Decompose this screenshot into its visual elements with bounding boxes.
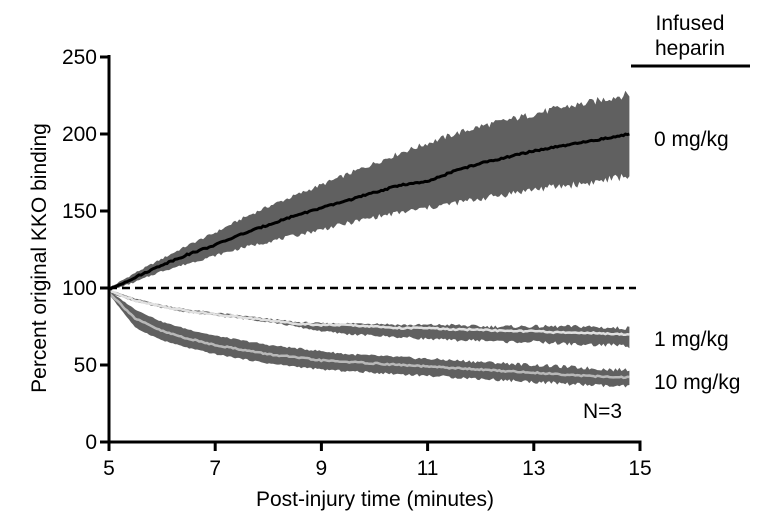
x-tick-label-9: 9: [316, 457, 328, 480]
x-tick-label-11: 11: [417, 457, 439, 480]
series-label-layer: 0 mg/kg 1 mg/kg 10 mg/kg: [654, 128, 740, 394]
y-tick-label-250: 250: [62, 46, 97, 69]
x-tick-label-7: 7: [209, 457, 221, 480]
mean-line-0-mg-kg: [108, 132, 630, 292]
y-tick-label-200: 200: [62, 123, 97, 146]
legend-title-line-1: Infused: [656, 12, 725, 35]
band-10-mg-kg: [109, 291, 630, 388]
y-tick-label-50: 50: [74, 354, 97, 377]
x-tick-label-5: 5: [103, 457, 115, 480]
y-tick-label-100: 100: [62, 277, 97, 300]
series-label-1-mg-kg: 1 mg/kg: [654, 328, 729, 351]
y-tick-label-150: 150: [62, 200, 97, 223]
band-1-mg-kg: [109, 289, 630, 349]
axis-layer: 0 50 100 150 200 250 5 7 9 11 13 15: [62, 46, 652, 480]
x-axis-title: Post-injury time (minutes): [256, 488, 494, 511]
x-tick-label-15: 15: [628, 457, 651, 480]
mean-line-1-mg-kg: [108, 289, 630, 337]
n-annotation: N=3: [583, 400, 622, 423]
mean-line-10-mg-kg: [108, 291, 630, 380]
band-0-mg-kg: [109, 90, 630, 292]
x-tick-label-13: 13: [522, 457, 545, 480]
series-label-10-mg-kg: 10 mg/kg: [654, 371, 740, 394]
y-tick-label-0: 0: [85, 431, 97, 454]
legend-title-line-2: heparin: [655, 37, 725, 60]
series-label-0-mg-kg: 0 mg/kg: [654, 128, 729, 151]
plot-layer: [108, 90, 636, 388]
y-axis-title: Percent original KKO binding: [28, 123, 51, 393]
